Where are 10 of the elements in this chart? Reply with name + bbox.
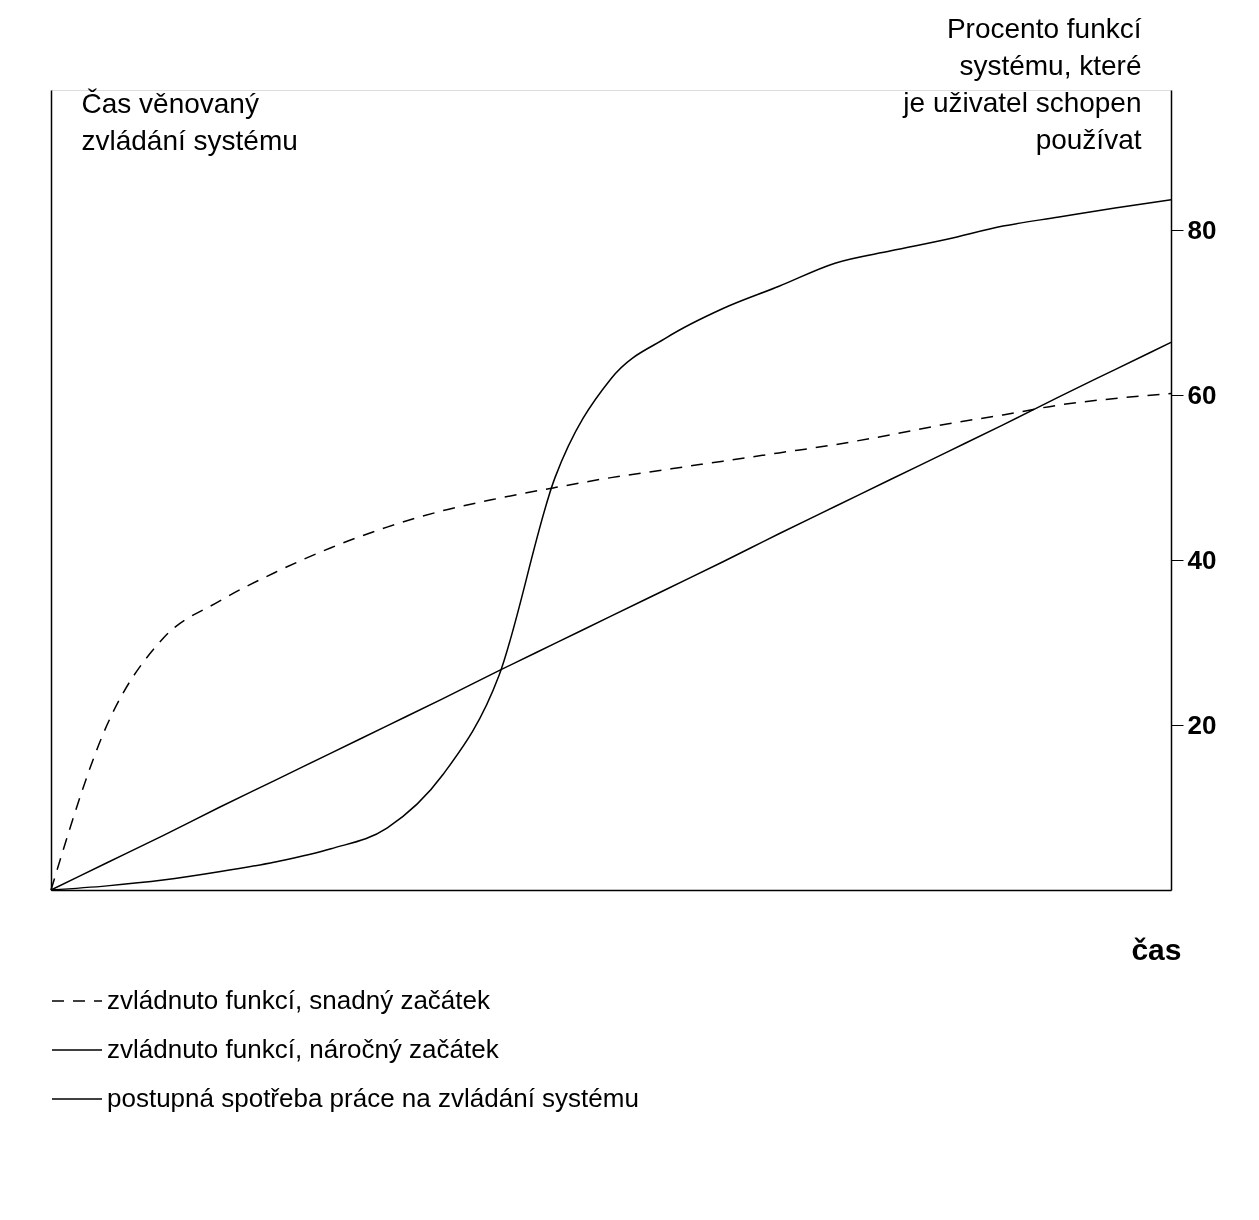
legend-label: postupná spotřeba práce na zvládání systému bbox=[107, 1083, 639, 1113]
y-tick-label: 80 bbox=[1187, 214, 1217, 245]
legend-label: zvládnuto funkcí, náročný začátek bbox=[107, 1034, 500, 1064]
x-axis-title: čas bbox=[1131, 932, 1182, 966]
annotation: Čas věnovaný zvládání systému bbox=[81, 87, 298, 156]
y-tick-label: 20 bbox=[1187, 709, 1217, 740]
y-tick-label: 60 bbox=[1187, 379, 1217, 410]
y-axis-title: Procento funkcí systému, které je uživatel schopen používat bbox=[902, 12, 1142, 155]
y-tick-label: 40 bbox=[1187, 544, 1217, 575]
legend-label: zvládnuto funkcí, snadný začátek bbox=[107, 985, 491, 1015]
